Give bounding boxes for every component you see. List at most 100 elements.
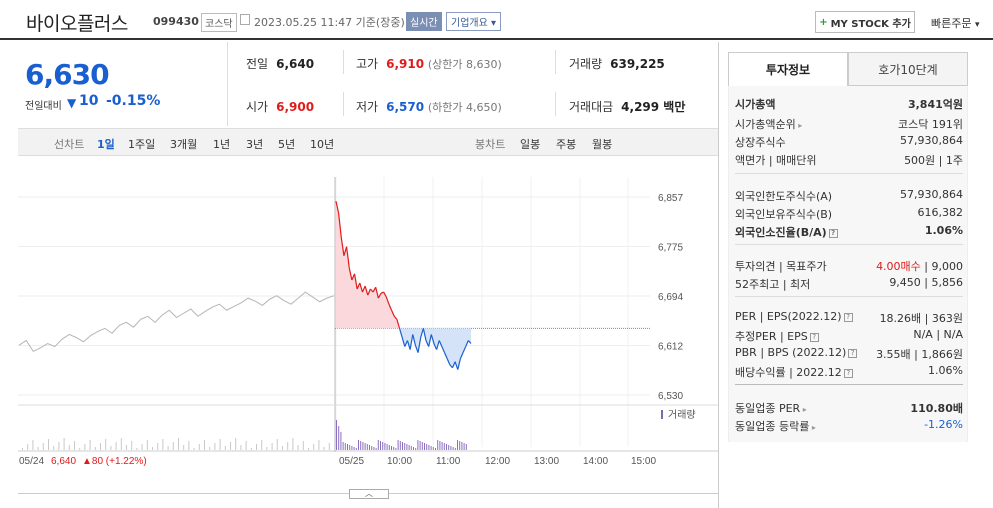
info-row-value: 57,930,864: [900, 134, 963, 147]
volume-bar: [353, 447, 355, 450]
down-arrow-icon: ▼: [67, 96, 77, 110]
prev-volume-bar: [105, 439, 107, 450]
volume-bar: [393, 447, 395, 450]
volume-bar: [358, 440, 359, 450]
volume-bar: [424, 443, 425, 450]
prev-volume-bar: [250, 448, 252, 450]
chevron-up-icon: ︿: [365, 489, 373, 498]
volume-bar: [441, 442, 443, 450]
prev-volume-bar: [115, 442, 117, 450]
prev-volume-bar: [193, 448, 195, 450]
company-info-label: 기업개요: [451, 18, 488, 29]
company-info-button[interactable]: 기업개요 ▾: [446, 12, 502, 31]
period-3y[interactable]: 3년: [246, 138, 264, 151]
info-row-value: 616,382: [917, 206, 964, 219]
price-segment: [438, 340, 443, 347]
help-icon[interactable]: ?: [848, 348, 858, 358]
volume-bar: [349, 445, 351, 450]
info-row-value: 9,450 | 5,856: [889, 276, 963, 289]
volume-bar: [382, 442, 384, 450]
period-3m[interactable]: 3개월: [170, 138, 198, 151]
realtime-button[interactable]: 실시간: [406, 12, 442, 31]
period-1w[interactable]: 1주일: [128, 138, 156, 151]
prev-volume-bar: [172, 442, 174, 450]
price-segment: [404, 340, 409, 347]
candle-monthly[interactable]: 월봉: [592, 138, 613, 151]
period-1y[interactable]: 1년: [213, 138, 231, 151]
volume-bar: [454, 448, 456, 450]
prev-volume-bar: [282, 446, 283, 450]
y-tick-label: 6,530: [658, 391, 683, 402]
quick-order-button[interactable]: 빠른주문 ▾: [931, 15, 980, 31]
price-segment: [372, 286, 377, 293]
info-row-label: 배당수익률 | 2022.12?: [735, 364, 853, 380]
prev-volume-bar: [68, 445, 70, 450]
volume-bar: [338, 426, 340, 450]
prev-volume-bar: [302, 441, 304, 450]
prev-volume-bar: [22, 448, 23, 450]
volume-bar: [404, 443, 406, 450]
info-row-value: 1.06%: [924, 224, 963, 237]
help-icon[interactable]: ?: [828, 228, 838, 238]
info-row: 액면가 | 매매단위 500원 | 1주: [735, 152, 963, 170]
price-segment: [398, 328, 403, 338]
info-row-label: 동일업종 PER ▸: [735, 402, 807, 415]
prev-volume-bar: [235, 438, 237, 450]
amount-label: 거래대금: [569, 100, 614, 114]
price-segment: [449, 364, 453, 369]
add-mystock-button[interactable]: + MY STOCK 추가: [815, 11, 915, 33]
tab-investment-info[interactable]: 투자정보: [728, 52, 848, 86]
period-5y[interactable]: 5년: [278, 138, 296, 151]
info-row: PER | EPS(2022.12)? 18.26배 | 363원: [735, 310, 963, 328]
volume-bar: [391, 446, 392, 450]
candle-daily[interactable]: 일봉: [520, 138, 541, 151]
prev-volume-bar: [100, 443, 101, 450]
info-row-value: N/A | N/A: [913, 328, 963, 341]
prev-volume-bar: [245, 441, 247, 450]
info-row: 시가총액 3,841억원: [735, 96, 963, 114]
volume-bar: [413, 447, 414, 450]
chevron-right-icon[interactable]: ▸: [795, 121, 803, 130]
help-icon[interactable]: ?: [843, 312, 853, 322]
prev-volume-bar: [178, 438, 179, 450]
chevron-down-icon: ▾: [974, 20, 980, 30]
x-tick-label: 11:00: [436, 456, 461, 467]
tab-order-book[interactable]: 호가10단계: [848, 52, 968, 86]
price-box: 6,630 전일대비 ▼ 10 -0.15%: [18, 42, 228, 126]
y-tick-label: 6,775: [658, 243, 683, 254]
volume-bar: [384, 443, 386, 450]
price-chart[interactable]: 6,857 6,775 6,694 6,612 6,530 거래량 05/24 6,640 ▲8…: [18, 157, 718, 487]
price-segment: [462, 346, 467, 353]
period-1d[interactable]: 1일: [97, 138, 115, 151]
info-row: 외국인한도주식수(A) 57,930,864: [735, 188, 963, 206]
help-icon[interactable]: ?: [843, 368, 853, 378]
volume-bar: [364, 443, 366, 450]
price-chart-svg: 6,857 6,775 6,694 6,612 6,530 거래량 05/24 6,640 ▲8…: [18, 177, 718, 467]
volume-bar: [406, 444, 408, 450]
volume-bar: [465, 444, 467, 450]
candle-weekly[interactable]: 주봉: [556, 138, 577, 151]
price-segment: [396, 319, 401, 329]
info-row-label: 시가총액순위 ▸: [735, 118, 803, 131]
price-segment: [364, 285, 369, 296]
datetime-text: 2023.05.25 11:47 기준(장중): [254, 16, 405, 29]
line-chart-label: 선차트: [54, 138, 85, 151]
prev-volume-bar: [209, 447, 211, 450]
price-segment: [367, 288, 371, 296]
volume-bar: [360, 441, 362, 450]
chevron-right-icon[interactable]: ▸: [800, 405, 807, 414]
prev-volume-bar: [261, 440, 263, 450]
help-icon[interactable]: ?: [809, 332, 819, 342]
price-segment: [465, 340, 469, 347]
volume-bar: [347, 444, 348, 450]
volume-bar: [419, 441, 421, 450]
y-tick-label: 6,612: [658, 342, 683, 353]
prev-volume-bar: [219, 439, 221, 450]
chevron-right-icon[interactable]: ▸: [809, 423, 816, 432]
prev-volume-bar: [313, 444, 315, 450]
collapse-chart-button[interactable]: ︿: [349, 489, 389, 499]
calendar-icon: [240, 14, 250, 25]
prev-volume-bar: [48, 439, 49, 450]
volume-bar: [397, 440, 399, 450]
period-10y[interactable]: 10년: [310, 138, 335, 151]
